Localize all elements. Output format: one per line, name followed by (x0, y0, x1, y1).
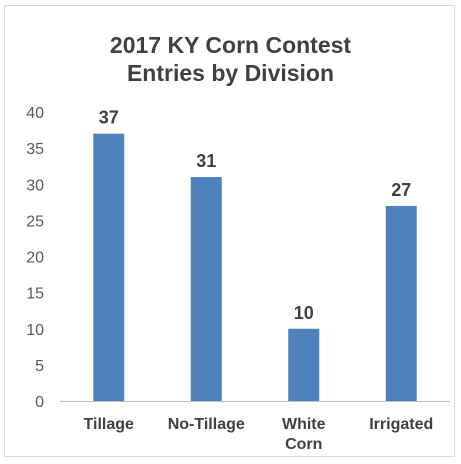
x-tick-label: Irrigated (369, 416, 433, 433)
y-tick-label: 5 (35, 358, 44, 375)
y-tick-label: 20 (26, 250, 44, 267)
x-tick-label: White (282, 416, 326, 433)
data-label: 31 (196, 151, 216, 171)
x-tick-label: No-Tillage (168, 416, 245, 433)
x-tick-label: Corn (285, 436, 322, 453)
bar (190, 177, 222, 401)
y-tick-label: 30 (26, 177, 44, 194)
chart-title-line-1: 2017 KY Corn Contest (109, 32, 352, 58)
y-tick-label: 25 (26, 213, 44, 230)
y-tick-label: 0 (35, 394, 44, 411)
chart-area (4, 5, 455, 457)
y-tick-label: 40 (26, 105, 44, 122)
data-label: 37 (99, 108, 119, 128)
data-label: 27 (391, 180, 411, 200)
bar (385, 205, 417, 401)
chart-title-line-2: Entries by Division (126, 60, 335, 86)
y-tick-label: 10 (26, 322, 44, 339)
y-tick-label: 15 (26, 286, 44, 303)
x-tick-label: Tillage (84, 416, 134, 433)
y-tick-label: 35 (26, 141, 44, 158)
bar (288, 328, 320, 401)
data-label: 10 (294, 303, 314, 323)
bar (93, 133, 125, 402)
